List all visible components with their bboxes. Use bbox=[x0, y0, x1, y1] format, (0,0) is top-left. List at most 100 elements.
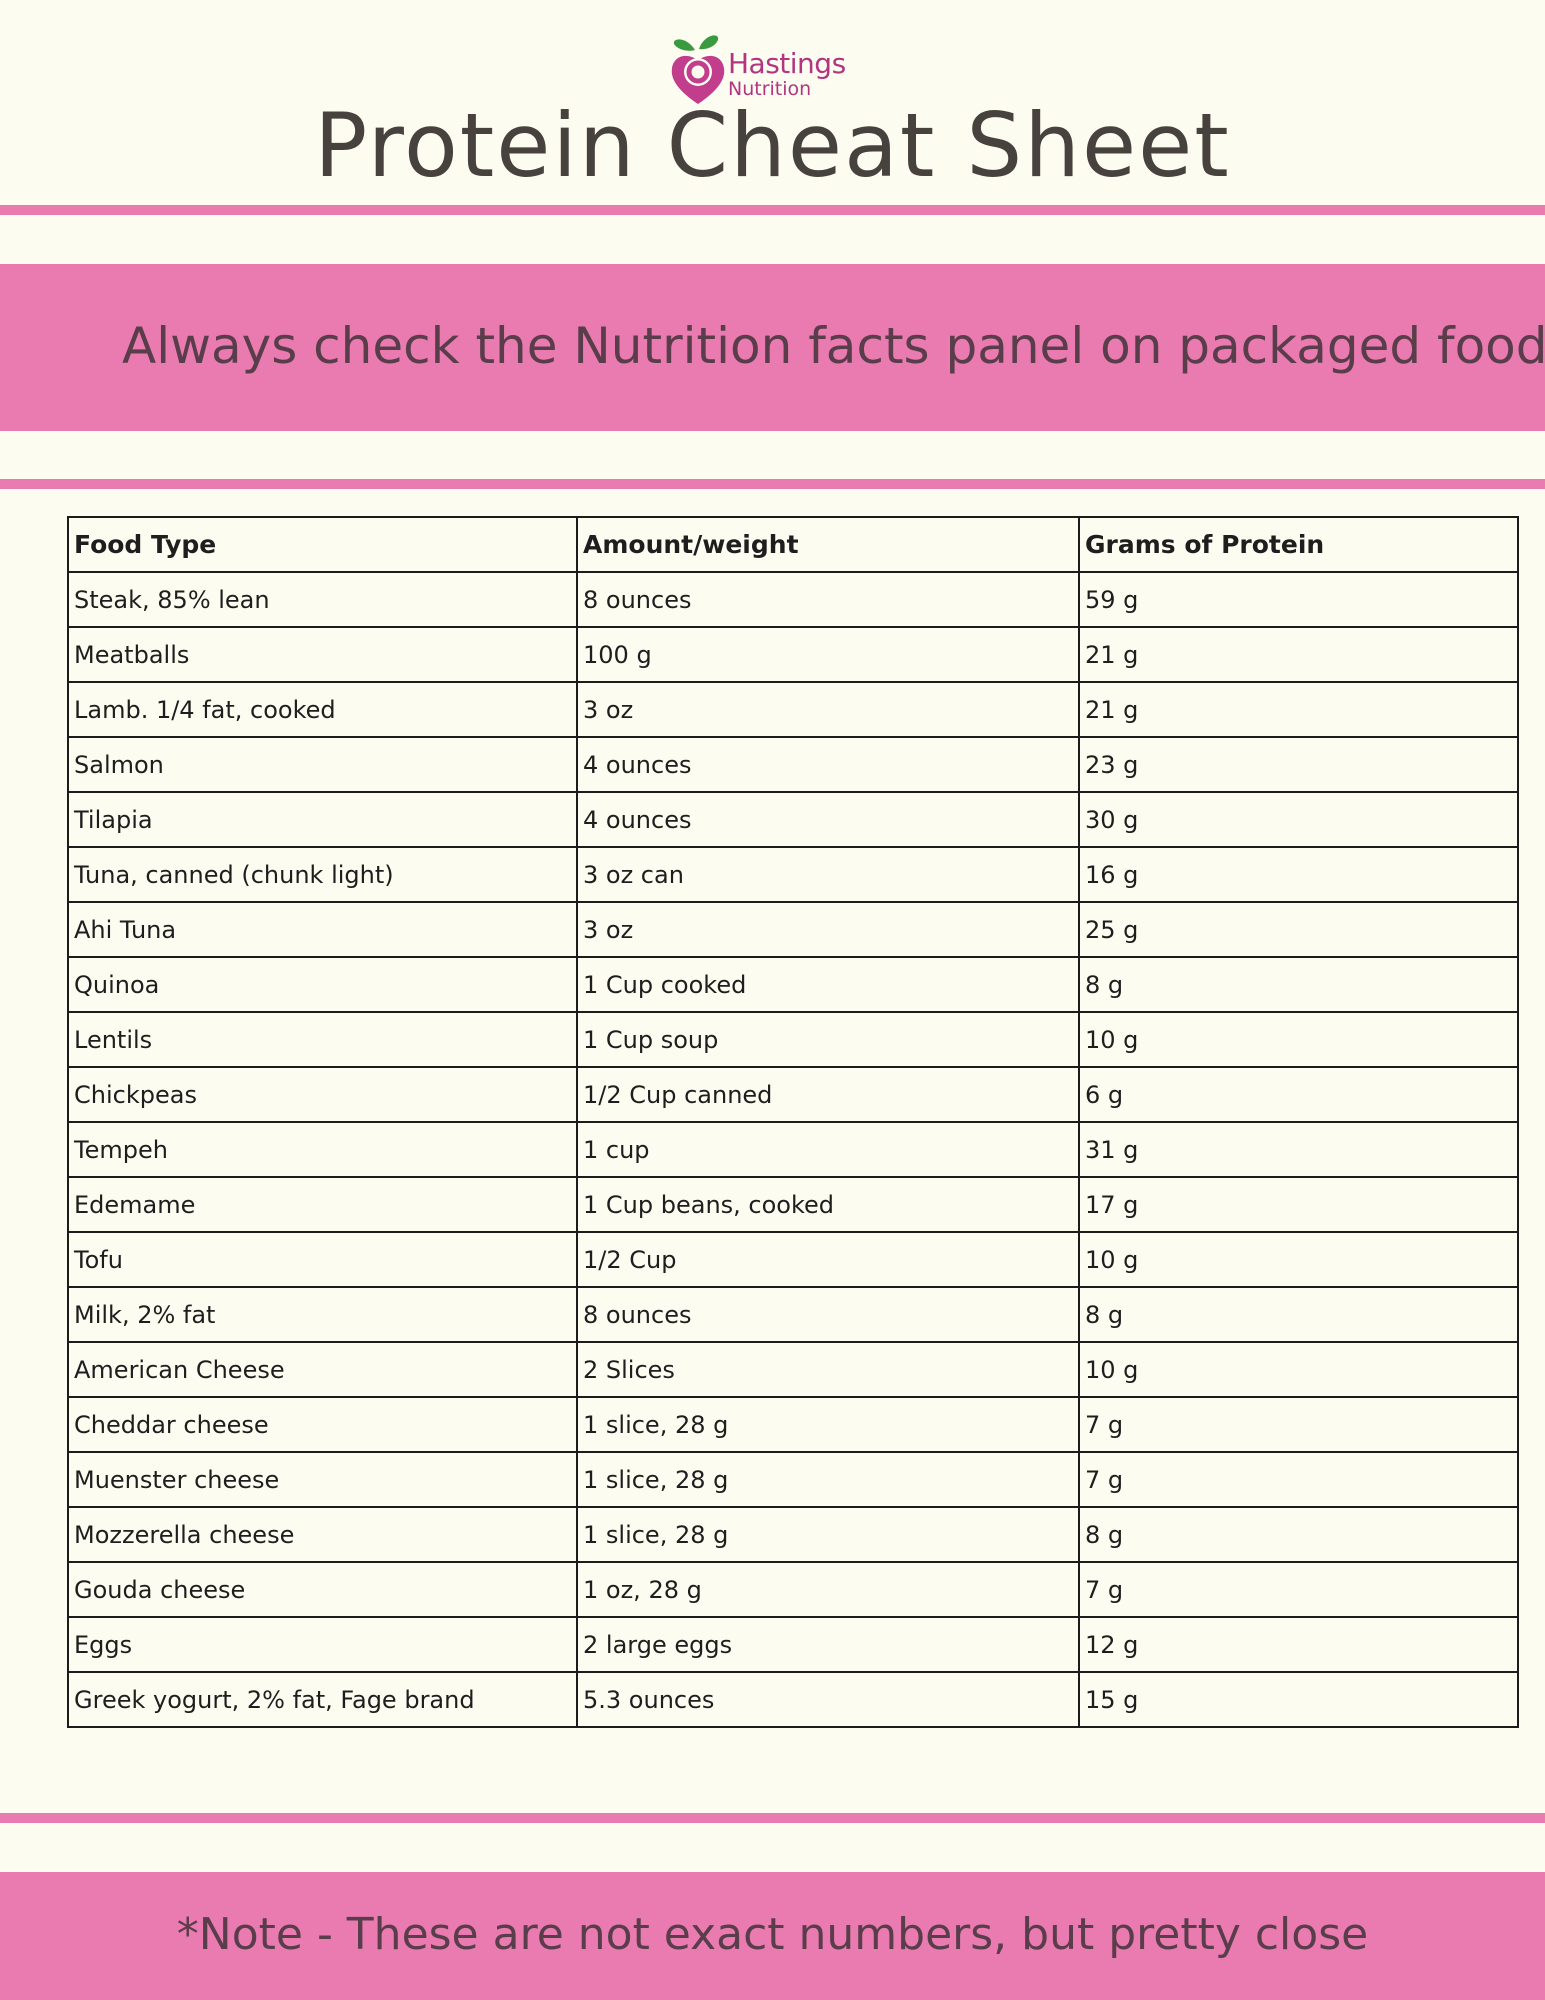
table-row: Chickpeas 1/2 Cup canned 6 g bbox=[67, 1066, 1519, 1123]
table-row: Mozzerella cheese 1 slice, 28 g 8 g bbox=[67, 1506, 1519, 1563]
table-row: Edemame 1 Cup beans, cooked 17 g bbox=[67, 1176, 1519, 1233]
amount-cell: 1 slice, 28 g bbox=[576, 1451, 1080, 1508]
protein-cell: 7 g bbox=[1078, 1451, 1519, 1508]
table-row: Tuna, canned (chunk light) 3 oz can 16 g bbox=[67, 846, 1519, 903]
divider-stripe bbox=[0, 479, 1545, 489]
protein-cell: 31 g bbox=[1078, 1121, 1519, 1178]
table-row: Gouda cheese 1 oz, 28 g 7 g bbox=[67, 1561, 1519, 1618]
amount-cell: 1 oz, 28 g bbox=[576, 1561, 1080, 1618]
table-header-row: Food Type Amount/weight Grams of Protein bbox=[67, 516, 1519, 573]
footer-banner: *Note - These are not exact numbers, but… bbox=[0, 1872, 1545, 2000]
amount-cell: 5.3 ounces bbox=[576, 1671, 1080, 1728]
amount-cell: 1/2 Cup canned bbox=[576, 1066, 1080, 1123]
protein-cell: 12 g bbox=[1078, 1616, 1519, 1673]
amount-cell: 4 ounces bbox=[576, 791, 1080, 848]
table-row: Steak, 85% lean 8 ounces 59 g bbox=[67, 571, 1519, 628]
protein-cell: 7 g bbox=[1078, 1396, 1519, 1453]
table-row: Greek yogurt, 2% fat, Fage brand 5.3 oun… bbox=[67, 1671, 1519, 1728]
food-type-cell: Chickpeas bbox=[67, 1066, 578, 1123]
footer-note: *Note - These are not exact numbers, but… bbox=[176, 1909, 1369, 1960]
table-row: Tempeh 1 cup 31 g bbox=[67, 1121, 1519, 1178]
protein-cell: 10 g bbox=[1078, 1341, 1519, 1398]
protein-cell: 25 g bbox=[1078, 901, 1519, 958]
amount-cell: 8 ounces bbox=[576, 571, 1080, 628]
amount-cell: 1 slice, 28 g bbox=[576, 1506, 1080, 1563]
protein-cell: 59 g bbox=[1078, 571, 1519, 628]
column-header-protein: Grams of Protein bbox=[1078, 516, 1519, 573]
food-type-cell: Eggs bbox=[67, 1616, 578, 1673]
divider-stripe bbox=[0, 1813, 1545, 1823]
protein-table: Food Type Amount/weight Grams of Protein… bbox=[67, 516, 1519, 1728]
table-row: Lamb. 1/4 fat, cooked 3 oz 21 g bbox=[67, 681, 1519, 738]
table-row: Eggs 2 large eggs 12 g bbox=[67, 1616, 1519, 1673]
table-row: American Cheese 2 Slices 10 g bbox=[67, 1341, 1519, 1398]
protein-cell: 30 g bbox=[1078, 791, 1519, 848]
food-type-cell: Steak, 85% lean bbox=[67, 571, 578, 628]
amount-cell: 100 g bbox=[576, 626, 1080, 683]
table-row: Milk, 2% fat 8 ounces 8 g bbox=[67, 1286, 1519, 1343]
table-row: Cheddar cheese 1 slice, 28 g 7 g bbox=[67, 1396, 1519, 1453]
food-type-cell: Quinoa bbox=[67, 956, 578, 1013]
amount-cell: 2 Slices bbox=[576, 1341, 1080, 1398]
food-type-cell: Cheddar cheese bbox=[67, 1396, 578, 1453]
amount-cell: 1 cup bbox=[576, 1121, 1080, 1178]
page-title: Protein Cheat Sheet bbox=[314, 94, 1231, 197]
amount-cell: 4 ounces bbox=[576, 736, 1080, 793]
protein-cell: 8 g bbox=[1078, 956, 1519, 1013]
amount-cell: 3 oz can bbox=[576, 846, 1080, 903]
amount-cell: 2 large eggs bbox=[576, 1616, 1080, 1673]
food-type-cell: American Cheese bbox=[67, 1341, 578, 1398]
table-row: Quinoa 1 Cup cooked 8 g bbox=[67, 956, 1519, 1013]
top-banner: Always check the Nutrition facts panel o… bbox=[0, 264, 1545, 431]
amount-cell: 3 oz bbox=[576, 681, 1080, 738]
table-row: Tilapia 4 ounces 30 g bbox=[67, 791, 1519, 848]
divider-stripe bbox=[0, 205, 1545, 215]
amount-cell: 1 Cup soup bbox=[576, 1011, 1080, 1068]
table-row: Ahi Tuna 3 oz 25 g bbox=[67, 901, 1519, 958]
protein-cell: 8 g bbox=[1078, 1286, 1519, 1343]
table-row: Lentils 1 Cup soup 10 g bbox=[67, 1011, 1519, 1068]
table-row: Muenster cheese 1 slice, 28 g 7 g bbox=[67, 1451, 1519, 1508]
protein-cell: 6 g bbox=[1078, 1066, 1519, 1123]
logo-name: Hastings bbox=[728, 47, 846, 80]
peach-heart-logo-icon bbox=[671, 35, 725, 104]
amount-cell: 1 Cup cooked bbox=[576, 956, 1080, 1013]
protein-cell: 7 g bbox=[1078, 1561, 1519, 1618]
amount-cell: 1 slice, 28 g bbox=[576, 1396, 1080, 1453]
column-header-food-type: Food Type bbox=[67, 516, 578, 573]
protein-cell: 16 g bbox=[1078, 846, 1519, 903]
food-type-cell: Greek yogurt, 2% fat, Fage brand bbox=[67, 1671, 578, 1728]
food-type-cell: Mozzerella cheese bbox=[67, 1506, 578, 1563]
food-type-cell: Tofu bbox=[67, 1231, 578, 1288]
food-type-cell: Lentils bbox=[67, 1011, 578, 1068]
table-row: Tofu 1/2 Cup 10 g bbox=[67, 1231, 1519, 1288]
food-type-cell: Milk, 2% fat bbox=[67, 1286, 578, 1343]
food-type-cell: Meatballs bbox=[67, 626, 578, 683]
food-type-cell: Salmon bbox=[67, 736, 578, 793]
food-type-cell: Tempeh bbox=[67, 1121, 578, 1178]
food-type-cell: Muenster cheese bbox=[67, 1451, 578, 1508]
amount-cell: 1 Cup beans, cooked bbox=[576, 1176, 1080, 1233]
amount-cell: 3 oz bbox=[576, 901, 1080, 958]
food-type-cell: Gouda cheese bbox=[67, 1561, 578, 1618]
column-header-amount: Amount/weight bbox=[576, 516, 1080, 573]
food-type-cell: Ahi Tuna bbox=[67, 901, 578, 958]
food-type-cell: Lamb. 1/4 fat, cooked bbox=[67, 681, 578, 738]
food-type-cell: Edemame bbox=[67, 1176, 578, 1233]
banner-text: Always check the Nutrition facts panel o… bbox=[122, 317, 1545, 375]
protein-cell: 23 g bbox=[1078, 736, 1519, 793]
protein-cell: 10 g bbox=[1078, 1231, 1519, 1288]
protein-cell: 8 g bbox=[1078, 1506, 1519, 1563]
amount-cell: 1/2 Cup bbox=[576, 1231, 1080, 1288]
table-row: Meatballs 100 g 21 g bbox=[67, 626, 1519, 683]
food-type-cell: Tilapia bbox=[67, 791, 578, 848]
logo-subtitle: Nutrition bbox=[728, 78, 812, 100]
amount-cell: 8 ounces bbox=[576, 1286, 1080, 1343]
protein-cell: 17 g bbox=[1078, 1176, 1519, 1233]
brand-logo: Hastings Nutrition bbox=[668, 26, 846, 106]
table-row: Salmon 4 ounces 23 g bbox=[67, 736, 1519, 793]
food-type-cell: Tuna, canned (chunk light) bbox=[67, 846, 578, 903]
protein-cell: 10 g bbox=[1078, 1011, 1519, 1068]
protein-cell: 21 g bbox=[1078, 681, 1519, 738]
protein-cell: 21 g bbox=[1078, 626, 1519, 683]
